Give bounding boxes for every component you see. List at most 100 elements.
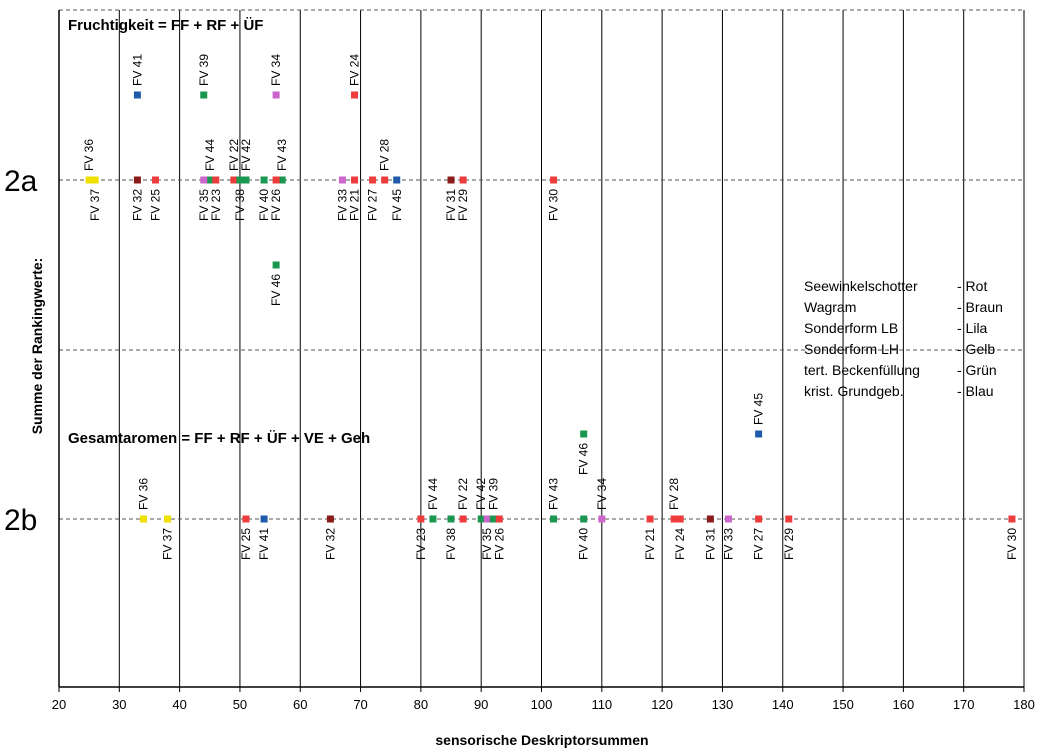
data-point <box>200 176 208 184</box>
legend-entry-name: Seewinkelschotter <box>804 278 918 294</box>
data-point <box>206 176 214 184</box>
x-tick-label: 100 <box>531 697 553 712</box>
data-label: FV 26 <box>492 528 506 560</box>
legend-entry-color: - Grün <box>957 362 997 378</box>
data-label: FV 22 <box>456 478 470 510</box>
data-label: FV 24 <box>673 528 687 560</box>
x-tick-label: 80 <box>414 697 428 712</box>
x-tick-label: 30 <box>112 697 126 712</box>
data-label: FV 24 <box>348 54 362 86</box>
data-label: FV 37 <box>88 189 102 221</box>
legend-entry-name: tert. Beckenfüllung <box>804 362 920 378</box>
data-label: FV 23 <box>414 528 428 560</box>
data-point <box>724 515 732 523</box>
data-label: FV 32 <box>130 189 144 221</box>
data-label: FV 32 <box>323 528 337 560</box>
data-point <box>230 176 238 184</box>
data-label: FV 28 <box>667 478 681 510</box>
data-label: FV 39 <box>486 478 500 510</box>
level-label-2a: 2a <box>4 165 38 198</box>
legend-entry-name: Wagram <box>804 299 856 315</box>
legend-entry-color: - Gelb <box>957 341 995 357</box>
legend: Seewinkelschotter - Rot Wagram - Braun Sonde… <box>804 278 1003 399</box>
data-label: FV 42 <box>239 139 253 171</box>
data-label: FV 38 <box>444 528 458 560</box>
data-point <box>477 515 485 523</box>
grid-lines <box>118 10 1025 687</box>
data-point <box>351 91 359 99</box>
x-tick-label: 140 <box>772 697 794 712</box>
x-tick-label: 180 <box>1013 697 1035 712</box>
data-point <box>447 515 455 523</box>
data-point <box>272 91 280 99</box>
data-label: FV 36 <box>136 478 150 510</box>
x-tick-label: 70 <box>353 697 367 712</box>
panel-titles: Fruchtigkeit = FF + RF + ÜF Gesamtaromen … <box>68 17 370 447</box>
x-tick-label: 110 <box>591 697 612 712</box>
data-label: FV 38 <box>233 189 247 221</box>
data-point <box>236 176 244 184</box>
data-point <box>755 515 763 523</box>
panel-title: Fruchtigkeit = FF + RF + ÜF <box>68 17 263 34</box>
data-label: FV 33 <box>721 528 735 560</box>
data-label: FV 29 <box>456 189 470 221</box>
data-point <box>459 176 467 184</box>
data-point <box>133 176 141 184</box>
data-label: FV 33 <box>335 189 349 221</box>
data-point <box>369 176 377 184</box>
x-axis-title: sensorische Deskriptorsummen <box>435 732 648 748</box>
data-point <box>351 176 359 184</box>
data-point <box>242 176 250 184</box>
data-point <box>260 176 268 184</box>
x-tick-label: 60 <box>293 697 307 712</box>
x-tick-label: 20 <box>52 697 66 712</box>
data-label: FV 46 <box>577 443 591 475</box>
data-point <box>200 91 208 99</box>
data-point <box>646 515 654 523</box>
level-label-2b: 2b <box>4 504 37 537</box>
data-label: FV 27 <box>752 528 766 560</box>
data-label: FV 35 <box>480 528 494 560</box>
x-tick-label: 120 <box>651 697 673 712</box>
data-label: FV 34 <box>595 478 609 510</box>
data-point <box>550 176 558 184</box>
data-point <box>164 515 172 523</box>
data-point <box>91 176 99 184</box>
data-label: FV 37 <box>161 528 175 560</box>
data-point <box>580 430 588 438</box>
data-label: FV 21 <box>348 189 362 221</box>
level-labels: 2a 2b <box>4 165 38 537</box>
data-point <box>417 515 425 523</box>
data-label: FV 30 <box>1005 528 1019 560</box>
panel-title: Gesamtaromen = FF + RF + ÜF + VE + Geh <box>68 430 370 447</box>
data-label: FV 40 <box>577 528 591 560</box>
axes <box>58 10 1025 692</box>
data-point <box>85 176 93 184</box>
x-tick-label: 150 <box>832 697 854 712</box>
data-label: FV 43 <box>275 139 289 171</box>
legend-entry-color: - Lila <box>957 320 988 336</box>
data-point <box>785 515 793 523</box>
data-point <box>278 176 286 184</box>
data-label: FV 22 <box>227 139 241 171</box>
data-label: FV 28 <box>378 139 392 171</box>
data-point <box>676 515 684 523</box>
data-point <box>393 176 401 184</box>
data-label: FV 42 <box>474 478 488 510</box>
data-label: FV 26 <box>269 189 283 221</box>
data-label: FV 40 <box>257 189 271 221</box>
data-label: FV 25 <box>149 189 163 221</box>
legend-entry-color: - Rot <box>957 278 987 294</box>
data-point <box>326 515 334 523</box>
legend-entry-color: - Braun <box>957 299 1003 315</box>
data-label: FV 36 <box>82 139 96 171</box>
data-label: FV 45 <box>390 189 404 221</box>
x-tick-label: 50 <box>233 697 247 712</box>
data-point <box>495 515 503 523</box>
data-label: FV 45 <box>752 393 766 425</box>
x-tick-label: 40 <box>172 697 186 712</box>
data-label: FV 39 <box>197 54 211 86</box>
data-label: FV 34 <box>269 54 283 86</box>
data-label: FV 43 <box>547 478 561 510</box>
